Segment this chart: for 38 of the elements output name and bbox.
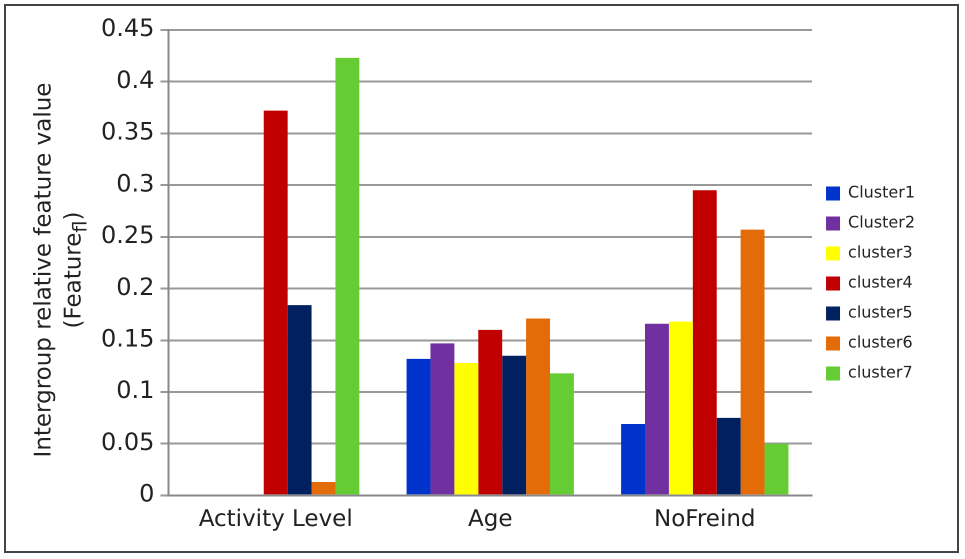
- bar: [645, 324, 669, 494]
- bar: [454, 363, 478, 494]
- bar: [621, 424, 646, 494]
- bar: [335, 58, 360, 494]
- y-tick-label: 0.3: [116, 169, 154, 198]
- bar: [312, 482, 336, 494]
- y-tick-label: 0.35: [101, 118, 154, 146]
- legend-label: cluster3: [848, 242, 913, 262]
- bar: [716, 418, 741, 494]
- x-tick-label: Age: [468, 506, 512, 532]
- y-tick-label: 0.1: [116, 376, 154, 404]
- bar: [288, 305, 312, 494]
- bar: [526, 318, 550, 494]
- y-tick-label: 0.05: [101, 428, 154, 456]
- bar: [502, 356, 526, 494]
- bar: [550, 373, 574, 494]
- legend-label: Cluster2: [848, 212, 915, 232]
- y-tick-label: 0.15: [101, 324, 154, 352]
- bar: [406, 358, 430, 494]
- legend-label: cluster6: [848, 332, 913, 352]
- bar: [692, 190, 717, 494]
- legend-label: cluster5: [848, 302, 913, 322]
- y-tick-label: 0.45: [101, 14, 154, 42]
- y-tick-label: 0.25: [101, 221, 154, 250]
- x-tick-label: NoFreind: [654, 506, 756, 532]
- legend-label: Cluster1: [848, 182, 915, 202]
- bar: [764, 444, 788, 494]
- y-tick-label: 0.2: [116, 272, 154, 301]
- bar: [478, 330, 502, 494]
- y-tick-label: 0.4: [116, 66, 154, 94]
- legend-label: cluster7: [848, 362, 913, 382]
- bar: [430, 343, 454, 494]
- bar: [264, 110, 288, 494]
- bar: [740, 230, 765, 494]
- legend-label: cluster4: [848, 272, 913, 292]
- y-tick-label: 0: [139, 480, 154, 508]
- bar: [668, 322, 693, 494]
- x-tick-label: Activity Level: [198, 506, 353, 532]
